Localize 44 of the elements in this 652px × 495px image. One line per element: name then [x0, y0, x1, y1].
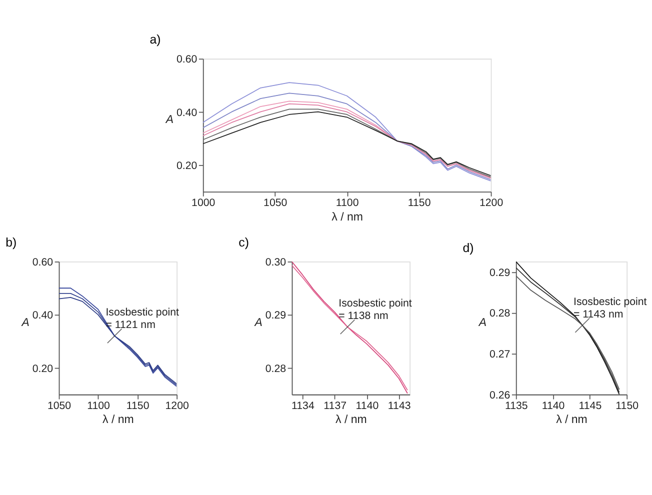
x-tick-label: 1143	[388, 400, 411, 412]
y-tick-label: 0.60	[176, 54, 198, 66]
y-axis-title: A	[20, 316, 30, 329]
x-tick-label: 1150	[616, 400, 639, 412]
x-tick-label: 1140	[356, 400, 379, 412]
x-tick-label: 1150	[408, 197, 431, 210]
x-axis-title: λ / nm	[102, 414, 134, 426]
x-tick-label: 1200	[165, 400, 189, 412]
y-axis-title: A	[164, 114, 174, 126]
x-tick-label: 1137	[324, 400, 347, 412]
y-axis-title: A	[478, 316, 487, 329]
annotation: Isosbestic point = 1143 nm	[574, 296, 647, 320]
y-tick-label: 0.28	[265, 362, 286, 375]
x-tick-label: 1000	[192, 197, 216, 210]
x-axis-title: λ / nm	[336, 414, 367, 426]
x-tick-label: 1100	[87, 400, 110, 412]
chart-title: a)	[150, 32, 161, 47]
x-axis-title: λ / nm	[332, 211, 363, 224]
x-tick-label: 1050	[264, 197, 288, 210]
y-tick-label: 0.29	[489, 266, 510, 279]
x-tick-label: 1145	[578, 400, 602, 412]
x-tick-label: 1135	[504, 400, 528, 412]
y-axis-title: A	[254, 316, 263, 329]
x-tick-label: 1200	[479, 197, 504, 210]
y-tick-label: 0.60	[32, 256, 54, 269]
y-tick-label: 0.20	[176, 160, 198, 172]
chart-title: c)	[238, 235, 249, 250]
y-tick-label: 0.40	[32, 310, 54, 322]
x-tick-label: 1150	[126, 400, 150, 412]
y-tick-label: 0.27	[489, 348, 510, 361]
x-axis-title: λ / nm	[556, 414, 588, 426]
y-tick-label: 0.20	[32, 362, 54, 375]
annotation: Isosbestic point = 1138 nm	[338, 298, 412, 322]
y-tick-label: 0.30	[265, 256, 286, 269]
y-tick-label: 0.40	[176, 106, 198, 119]
chart-title: d)	[462, 240, 474, 255]
x-tick-label: 1140	[542, 400, 565, 412]
y-tick-label: 0.29	[265, 310, 286, 322]
x-tick-label: 1100	[336, 197, 359, 210]
y-tick-label: 0.28	[489, 308, 510, 320]
x-tick-label: 1050	[47, 400, 72, 412]
x-tick-label: 1134	[292, 400, 314, 412]
y-tick-label: 0.26	[489, 389, 510, 402]
chart-title: b)	[6, 235, 17, 250]
